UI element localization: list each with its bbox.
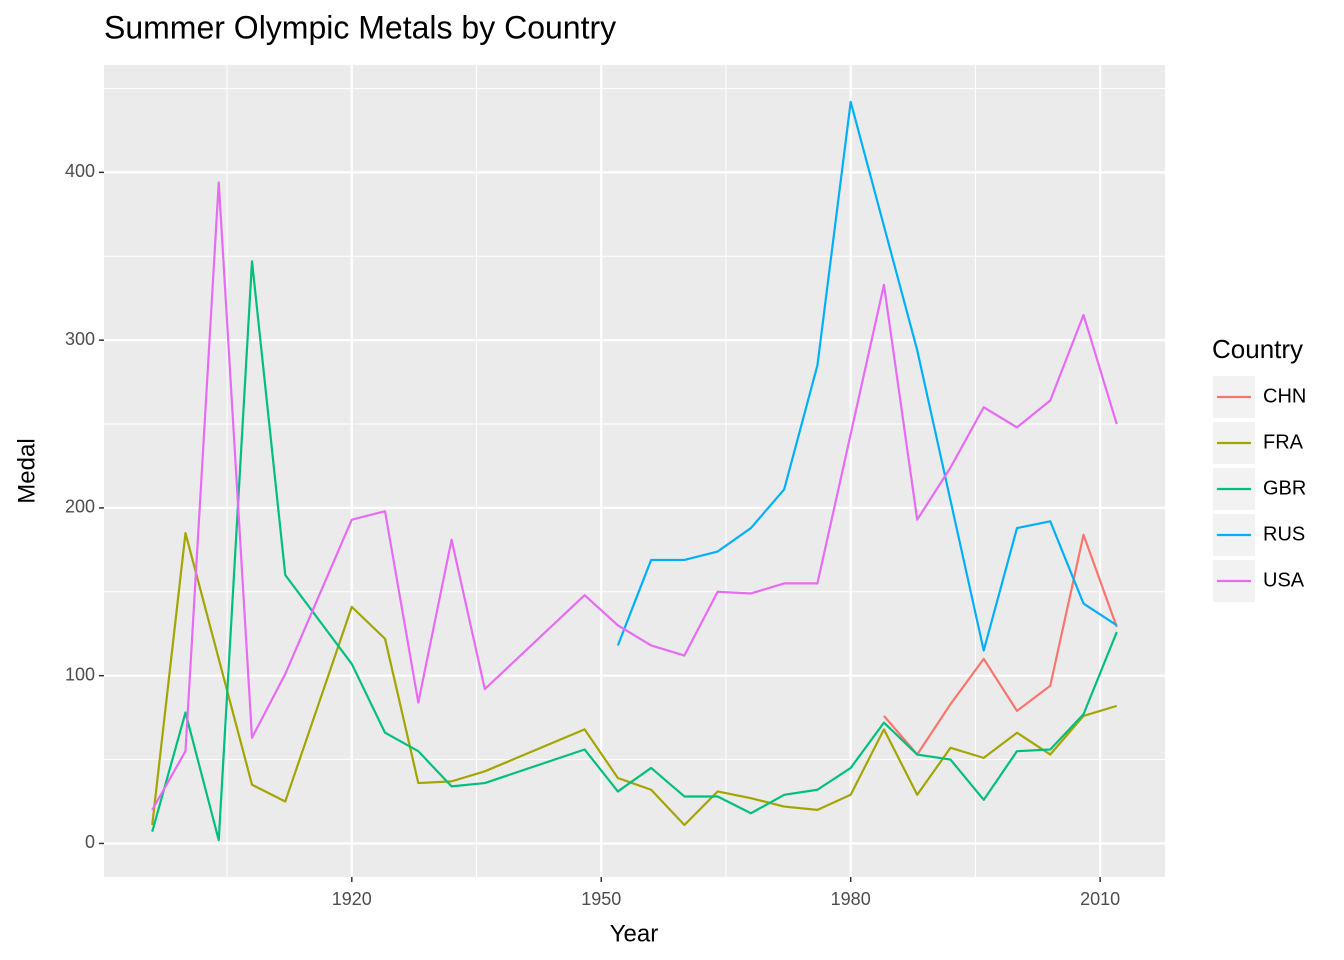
legend-label: CHN bbox=[1263, 385, 1306, 407]
y-tick-label: 100 bbox=[65, 664, 95, 684]
y-tick-label: 300 bbox=[65, 329, 95, 349]
y-axis-title: Medal bbox=[13, 438, 40, 503]
y-tick-label: 0 bbox=[85, 832, 95, 852]
series-line bbox=[151, 531, 1118, 827]
series-line bbox=[883, 533, 1118, 756]
y-tick-label: 200 bbox=[65, 497, 95, 517]
x-tick-label: 1920 bbox=[332, 889, 372, 909]
legend-label: GBR bbox=[1263, 477, 1306, 499]
legend-label: USA bbox=[1263, 569, 1305, 591]
x-tick-label: 1950 bbox=[581, 889, 621, 909]
x-tick-label: 2010 bbox=[1080, 889, 1120, 909]
legend-label: FRA bbox=[1263, 431, 1304, 453]
series-line bbox=[151, 260, 1118, 842]
panel bbox=[104, 65, 1165, 877]
series-line bbox=[616, 100, 1118, 652]
legend-label: RUS bbox=[1263, 523, 1305, 545]
y-tick-label: 400 bbox=[65, 161, 95, 181]
chart-title: Summer Olympic Metals by Country bbox=[104, 9, 616, 45]
legend-title: Country bbox=[1212, 334, 1303, 364]
x-axis-title: Year bbox=[610, 920, 659, 947]
x-tick-label: 1980 bbox=[831, 889, 871, 909]
series-line bbox=[151, 181, 1118, 811]
